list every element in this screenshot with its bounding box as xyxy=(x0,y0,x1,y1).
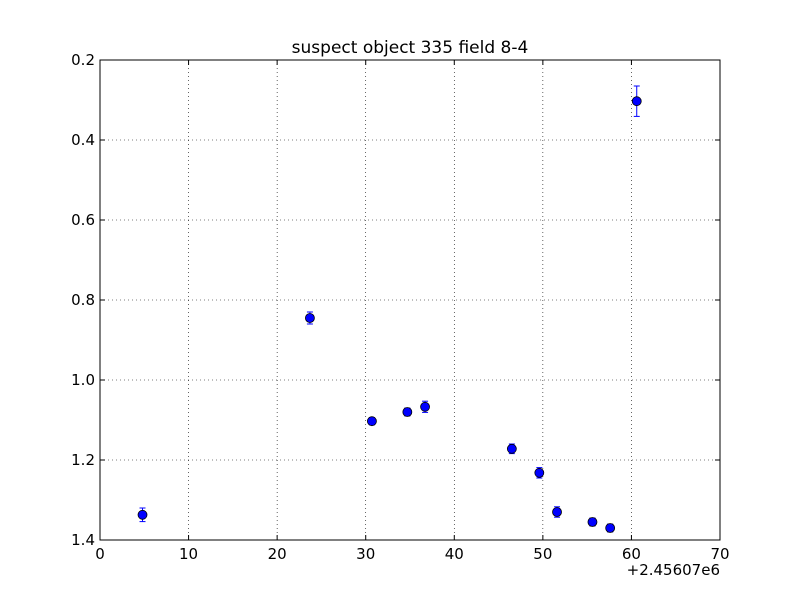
x-tick-label: 20 xyxy=(268,545,287,563)
x-tick-label: 40 xyxy=(445,545,464,563)
x-tick-label: 10 xyxy=(179,545,198,563)
y-tick-label: 0.6 xyxy=(71,211,95,229)
data-point xyxy=(631,96,642,107)
data-point xyxy=(137,509,148,520)
x-tick-label: 50 xyxy=(533,545,552,563)
y-tick-label: 1.4 xyxy=(71,531,95,549)
data-point xyxy=(305,313,315,323)
x-axis-tick-labels: 0 10 20 30 40 50 60 70 xyxy=(95,545,729,563)
axis-ticks xyxy=(99,59,721,541)
y-axis-tick-labels: 0.2 0.4 0.6 0.8 1.0 1.2 1.4 xyxy=(71,51,95,549)
data-point xyxy=(402,407,413,417)
y-tick-label: 0.8 xyxy=(71,291,95,309)
y-tick-label: 0.2 xyxy=(71,51,95,69)
data-points xyxy=(137,85,642,533)
data-point xyxy=(534,467,545,478)
y-tick-label: 1.2 xyxy=(71,451,95,469)
data-point xyxy=(506,443,517,454)
data-point xyxy=(367,416,377,427)
grid-lines xyxy=(100,60,720,540)
chart-title: suspect object 335 field 8-4 xyxy=(292,38,529,58)
x-tick-label: 30 xyxy=(356,545,375,563)
data-point xyxy=(605,523,616,533)
x-tick-label: 60 xyxy=(622,545,641,563)
x-tick-label: 70 xyxy=(710,545,729,563)
data-point xyxy=(552,507,562,517)
y-tick-label: 1.0 xyxy=(71,371,95,389)
x-tick-label: 0 xyxy=(95,545,105,563)
data-point xyxy=(420,401,430,412)
data-point xyxy=(587,517,598,527)
x-axis-offset-label: +2.45607e6 xyxy=(627,561,720,579)
y-tick-label: 0.4 xyxy=(71,131,95,149)
